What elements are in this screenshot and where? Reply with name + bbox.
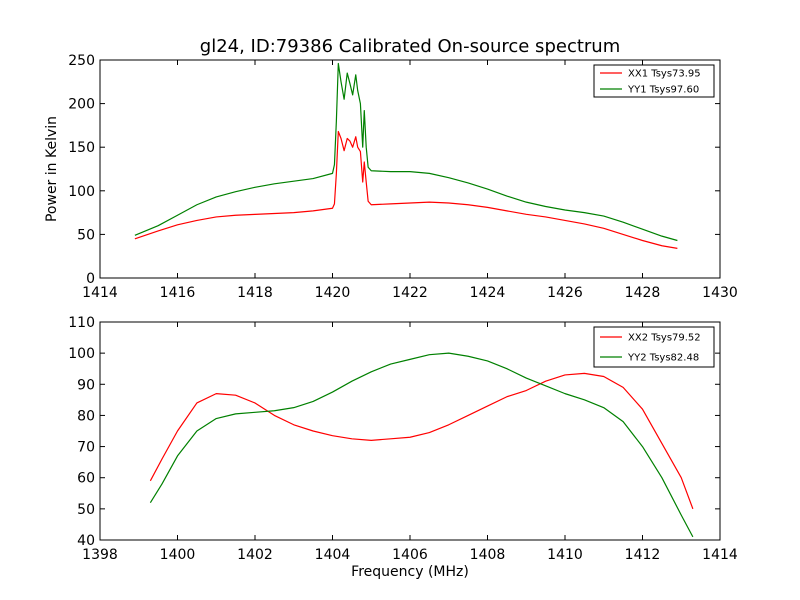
y-tick-label-2-0: 40	[77, 533, 95, 549]
x-tick-label-1-5: 1424	[470, 285, 506, 301]
y-tick-label-2-2: 60	[77, 471, 95, 487]
series-line-1-2	[134, 62, 678, 242]
x-tick-label-1-2: 1418	[237, 285, 273, 301]
x-tick-label-2-8: 1414	[702, 547, 738, 563]
y-tick-label-1-5: 250	[68, 53, 95, 69]
x-tick-label-2-6: 1410	[547, 547, 583, 563]
x-tick-label-1-3: 1420	[315, 285, 351, 301]
legend-label-1-2: YY1 Tsys97.60	[627, 85, 699, 96]
y-tick-label-2-1: 50	[77, 502, 95, 518]
x-tick-label-1-4: 1422	[392, 285, 428, 301]
x-tick-label-1-7: 1428	[625, 285, 661, 301]
x-tick-label-1-1: 1416	[160, 285, 196, 301]
x-tick-label-2-3: 1404	[315, 547, 351, 563]
legend-box-2	[593, 326, 715, 368]
y-tick-label-2-4: 80	[77, 408, 95, 424]
x-tick-label-2-5: 1408	[470, 547, 506, 563]
y-tick-label-2-5: 90	[77, 377, 95, 393]
series-line-2-1	[149, 372, 694, 510]
x-tick-label-2-0: 1398	[82, 547, 118, 563]
y-tick-label-1-4: 200	[68, 97, 95, 113]
legend-box-1	[593, 64, 715, 98]
y-tick-label-1-2: 100	[68, 184, 95, 200]
legend-1: XX1 Tsys73.95 YY1 Tsys97.60	[593, 64, 715, 98]
y-tick-label-2-6: 100	[68, 346, 95, 362]
y-tick-label-1-3: 150	[68, 140, 95, 156]
y-tick-label-2-3: 70	[77, 440, 95, 456]
y-tick-label-2-7: 110	[68, 315, 95, 331]
series-line-2-2	[149, 352, 694, 538]
plot-panel-2: 1398 1400 1402 1404 1406 1408 1410 1412 1414 40 50…	[68, 315, 738, 563]
legend-label-2-2: YY2 Tsys82.48	[627, 353, 699, 364]
x-tick-label-1-8: 1430	[702, 285, 738, 301]
plot-panel-1: 1414 1416 1418 1420 1422 1424 1426 1428 1430 0 50 1…	[68, 53, 738, 301]
bottom-x-axis-label: Frequency (MHz)	[351, 564, 469, 580]
y-tick-label-1-0: 0	[86, 271, 95, 287]
chart-title: gl24, ID:79386 Calibrated On-source spec…	[200, 36, 620, 57]
x-tick-label-2-1: 1400	[160, 547, 196, 563]
x-tick-label-1-6: 1426	[547, 285, 583, 301]
series-line-1-1	[134, 130, 678, 249]
legend-label-2-1: XX2 Tsys79.52	[628, 333, 701, 344]
x-tick-label-2-7: 1412	[625, 547, 661, 563]
y-tick-label-1-1: 50	[77, 227, 95, 243]
x-tick-label-2-2: 1402	[237, 547, 273, 563]
top-y-axis-label: Power in Kelvin	[44, 116, 60, 222]
legend-label-1-1: XX1 Tsys73.95	[628, 69, 701, 80]
legend-2: XX2 Tsys79.52 YY2 Tsys82.48	[593, 326, 715, 368]
x-tick-label-1-0: 1414	[82, 285, 118, 301]
x-tick-label-2-4: 1406	[392, 547, 428, 563]
